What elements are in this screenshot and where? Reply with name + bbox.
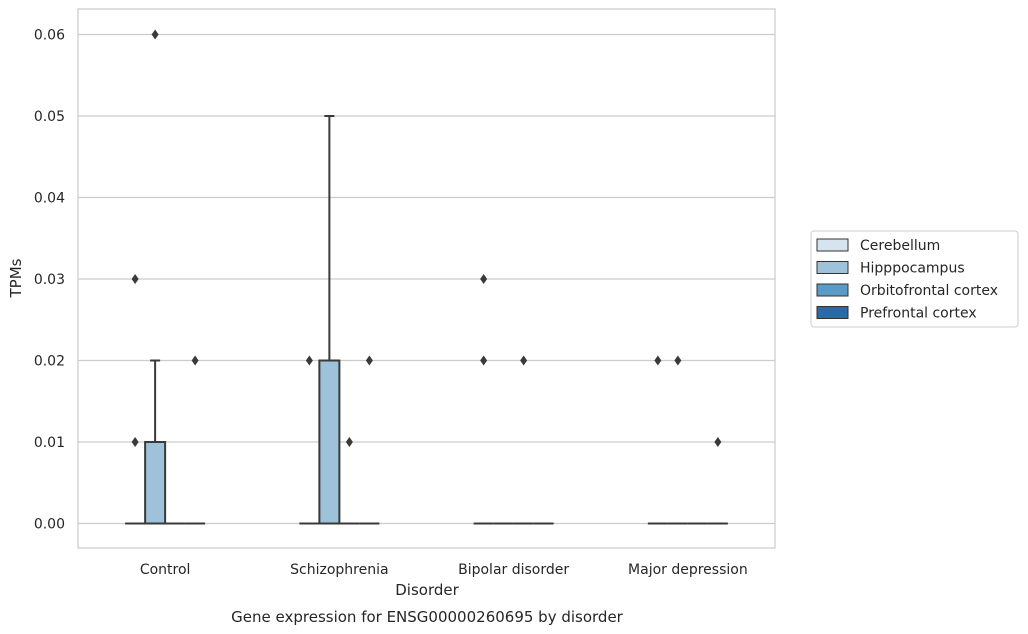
x-tick-label: Major depression — [628, 562, 748, 578]
y-tick-label: 0.01 — [34, 435, 65, 451]
outlier-point — [654, 355, 662, 366]
outlier-point — [191, 355, 199, 366]
series-orbitofrontal-cortex — [165, 355, 708, 525]
outlier-point — [674, 355, 682, 366]
legend-swatch — [816, 238, 849, 252]
chart-caption: Gene expression for ENSG00000260695 by d… — [231, 608, 624, 626]
legend-entry: Orbitofrontal cortex — [860, 283, 998, 299]
outlier-point — [131, 437, 139, 447]
x-tick-labels: Control Schizophrenia Bipolar disorder Majo… — [140, 562, 748, 578]
outlier-point — [714, 437, 722, 447]
outlier-point — [480, 274, 488, 284]
series-hipppocampus — [144, 29, 688, 525]
box-body — [318, 359, 341, 525]
y-gridlines — [78, 33, 775, 525]
legend-entry: Hipppocampus — [860, 261, 965, 277]
outlier-point — [365, 355, 373, 366]
legend-swatch — [816, 261, 849, 274]
legend-swatch — [816, 306, 849, 319]
plot-area-frame — [77, 8, 776, 549]
y-tick-label: 0.00 — [34, 517, 65, 533]
x-tick-label: Control — [140, 562, 191, 578]
outlier-point — [151, 29, 159, 40]
outlier-point — [480, 355, 488, 366]
y-tick-labels: 0.00 0.01 0.02 0.03 0.04 0.05 0.06 — [34, 28, 65, 533]
legend-swatch — [816, 283, 849, 297]
outlier-point — [345, 437, 353, 447]
y-tick-label: 0.03 — [34, 272, 65, 288]
outlier-point — [305, 355, 313, 366]
y-tick-label: 0.05 — [34, 109, 65, 125]
legend-entry: Prefrontal cortex — [860, 306, 977, 322]
y-tick-label: 0.04 — [34, 191, 65, 207]
outlier-point — [131, 274, 139, 284]
y-tick-label: 0.02 — [34, 354, 65, 370]
legend: Cerebellum Hipppocampus Orbitofrontal cort… — [810, 230, 1019, 328]
x-axis-label: Disorder — [395, 581, 459, 599]
x-tick-label: Bipolar disorder — [458, 562, 569, 578]
y-axis-label: TPMs — [7, 258, 25, 298]
y-tick-label: 0.06 — [34, 28, 65, 44]
box-body — [144, 441, 167, 525]
series-prefrontal-cortex — [185, 355, 728, 525]
box-series — [125, 29, 728, 525]
outlier-point — [520, 355, 528, 366]
x-tick-label: Schizophrenia — [290, 562, 388, 578]
legend-entry: Cerebellum — [860, 238, 940, 254]
legend-frame — [810, 230, 1019, 328]
series-cerebellum — [125, 274, 668, 525]
